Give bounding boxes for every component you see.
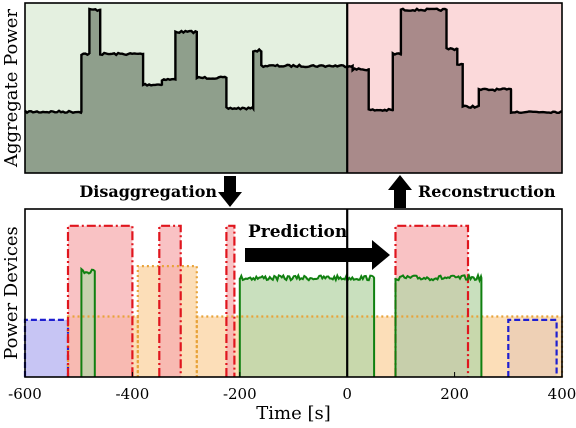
xtick-label-3: -200 [223,385,257,403]
reconstruction-label: Reconstruction [418,182,556,201]
aggregate-power-ylabel: Aggregate Power [1,9,22,168]
xtick-label-2: -400 [116,385,150,403]
xtick-label-6: 400 [548,385,576,403]
disaggregation-arrow [218,176,242,207]
aggregate-power-frame [24,2,563,174]
device-3-segment-1-line [66,224,134,377]
device-3-segment-2-line [158,224,182,377]
xtick-label-5: 200 [440,385,469,403]
device-4-segment-1-fill [81,271,95,377]
device-3-segment-3-line [225,224,236,377]
disaggregation-label: Disaggregation [79,182,217,201]
device-4-segment-3-line [394,272,483,377]
xtick-label-4: 0 [342,385,352,403]
device-3-segment-1-fill [67,225,133,377]
device-1-segment-2-line [507,318,558,377]
device-1-segment-1-fill [25,319,68,377]
power-devices-frame [24,208,563,378]
time-xlabel: Time [s] [256,403,331,424]
prediction-arrow [245,240,390,270]
device-4-segment-2-line [238,272,376,377]
xtick-label-1: -600 [8,385,42,403]
device-3-segment-3-fill [226,225,235,377]
power-devices-panel: -600 -400 -200 0 200 400 Power Devices Time [… [1,208,576,424]
annotations: Disaggregation Reconstruction Prediction [79,175,556,270]
aggregate-power-line [24,7,563,115]
prediction-label: Prediction [248,222,347,242]
device-4-segment-2-fill [239,277,375,377]
aggregate-power-panel: Aggregate Power [1,2,563,174]
power-devices-ylabel: Power Devices [1,226,22,360]
reconstruction-arrow [388,175,412,208]
aggregate-power-past-fill [25,9,348,173]
device-4-segment-1-line [80,266,96,377]
device-3-segment-2-fill [159,225,181,377]
